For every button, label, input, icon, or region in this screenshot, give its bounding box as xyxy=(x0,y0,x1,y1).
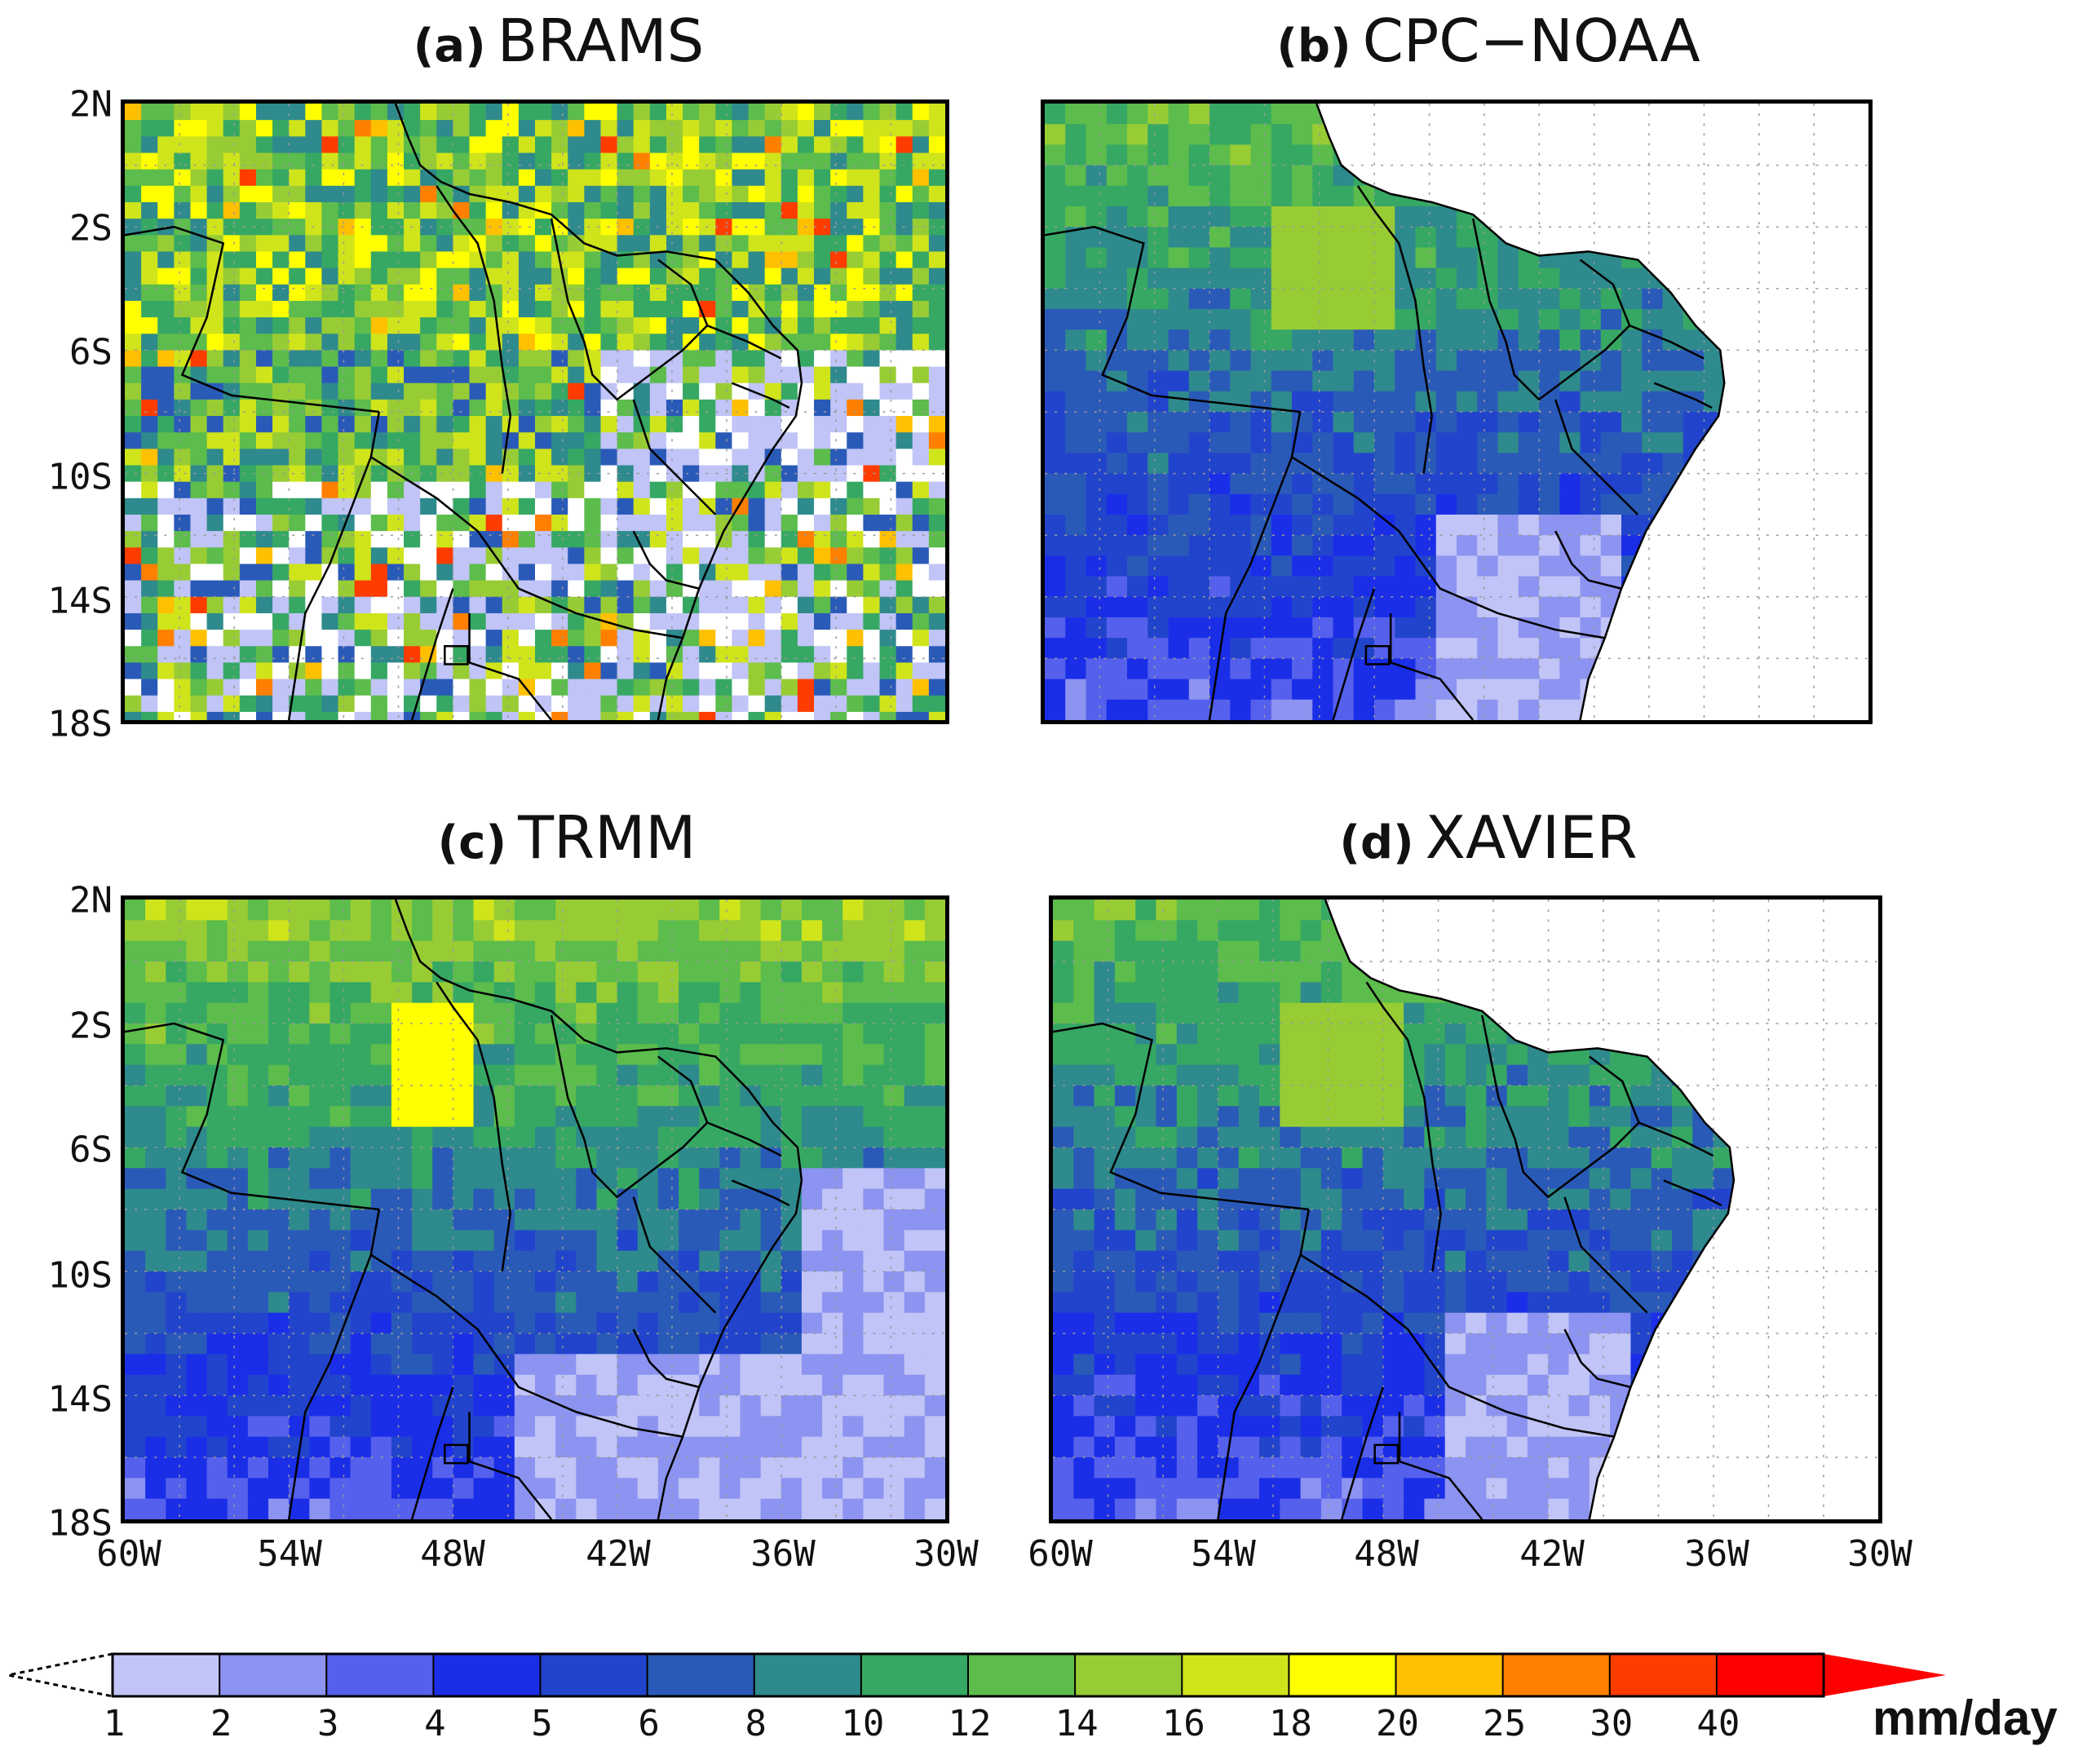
panel-a-name: BRAMS xyxy=(497,7,705,75)
map-panel-c xyxy=(121,895,949,1523)
colorbar-cell xyxy=(539,1653,649,1697)
precip-field xyxy=(125,900,945,1519)
colorbar-cell xyxy=(1288,1653,1397,1697)
panel-a-label: (a) xyxy=(413,20,486,73)
colorbar-tick-label: 1 xyxy=(103,1703,126,1744)
map-panel-d xyxy=(1049,895,1882,1523)
colorbar-tick-label: 14 xyxy=(1055,1703,1099,1744)
country-borders xyxy=(125,104,803,720)
ytick-bottom-14s: 14S xyxy=(47,1378,113,1421)
ytick-bottom-6s: 6S xyxy=(69,1129,113,1171)
map-panel-a xyxy=(121,99,949,724)
colorbar-cell xyxy=(1181,1653,1290,1697)
ytick-top-18s: 18S xyxy=(47,703,113,745)
colorbar-units: mm/day xyxy=(1873,1691,2058,1745)
xtick-c-54w: 54W xyxy=(257,1533,322,1575)
panel-c-label: (c) xyxy=(437,816,507,869)
grid-lines xyxy=(125,900,945,1519)
colorbar-tick-label: 8 xyxy=(745,1703,767,1744)
ytick-bottom-2n: 2N xyxy=(69,879,113,922)
panel-b-name: CPC−NOAA xyxy=(1362,7,1700,75)
grid-lines xyxy=(1045,104,1868,720)
map-svg-a xyxy=(125,104,945,720)
colorbar-cell xyxy=(325,1653,435,1697)
ytick-top-2n: 2N xyxy=(69,83,113,126)
map-panel-b xyxy=(1041,99,1873,724)
colorbar-cell xyxy=(432,1653,542,1697)
xtick-d-54w: 54W xyxy=(1191,1533,1256,1575)
xtick-c-60w: 60W xyxy=(96,1533,161,1575)
xtick-d-36w: 36W xyxy=(1684,1533,1749,1575)
grid-lines xyxy=(1053,900,1878,1519)
panel-c-title: (c) TRMM xyxy=(438,803,696,872)
colorbar-tick-label: 5 xyxy=(531,1703,553,1744)
colorbar-tick-label: 4 xyxy=(424,1703,446,1744)
ytick-bottom-10s: 10S xyxy=(47,1254,113,1297)
precip-field xyxy=(1053,900,1734,1519)
ytick-top-6s: 6S xyxy=(69,331,113,374)
colorbar-cell xyxy=(1395,1653,1505,1697)
colorbar-cell xyxy=(219,1653,328,1697)
colorbar-tick-label: 18 xyxy=(1268,1703,1312,1744)
map-svg-b xyxy=(1045,104,1868,720)
colorbar-tick-label: 16 xyxy=(1161,1703,1205,1744)
colorbar-tick-label: 12 xyxy=(948,1703,992,1744)
colorbar-cell xyxy=(1608,1653,1718,1697)
xtick-d-60w: 60W xyxy=(1028,1533,1093,1575)
ytick-top-2s: 2S xyxy=(69,207,113,250)
xtick-d-30w: 30W xyxy=(1847,1533,1912,1575)
country-borders xyxy=(1045,104,1726,720)
colorbar-cell xyxy=(646,1653,756,1697)
panel-d-name: XAVIER xyxy=(1425,803,1638,872)
colorbar-cells xyxy=(112,1653,1825,1697)
country-borders xyxy=(125,900,803,1519)
ytick-top-14s: 14S xyxy=(47,580,113,622)
colorbar-tick-label: 6 xyxy=(638,1703,660,1744)
ytick-bottom-2s: 2S xyxy=(69,1005,113,1047)
panel-b-label: (b) xyxy=(1276,20,1351,73)
colorbar-tick-label: 10 xyxy=(841,1703,885,1744)
country-borders xyxy=(1053,900,1736,1519)
map-svg-c xyxy=(125,900,945,1519)
colorbar-cell xyxy=(112,1653,221,1697)
precip-field xyxy=(1045,104,1725,720)
colorbar-cell xyxy=(967,1653,1077,1697)
panel-d-title: (d) XAVIER xyxy=(1339,803,1637,872)
ytick-bottom-18s: 18S xyxy=(47,1502,113,1545)
colorbar-cell xyxy=(753,1653,863,1697)
colorbar-tick-label: 25 xyxy=(1483,1703,1527,1744)
colorbar-tick-label: 2 xyxy=(210,1703,232,1744)
xtick-c-30w: 30W xyxy=(913,1533,979,1575)
panel-c-name: TRMM xyxy=(518,803,696,872)
grid-lines xyxy=(125,104,945,720)
colorbar-right-arrow xyxy=(1824,1654,1946,1696)
panel-b-title: (b) CPC−NOAA xyxy=(1276,7,1700,75)
colorbar-cell xyxy=(1074,1653,1183,1697)
colorbar-tick-label: 30 xyxy=(1590,1703,1634,1744)
xtick-c-36w: 36W xyxy=(750,1533,816,1575)
ytick-top-10s: 10S xyxy=(47,456,113,498)
colorbar-left-open-triangle xyxy=(7,1652,113,1698)
precip-field xyxy=(125,104,945,720)
colorbar-cell xyxy=(860,1653,970,1697)
colorbar-tick-label: 20 xyxy=(1376,1703,1419,1744)
colorbar xyxy=(7,1652,1946,1698)
colorbar-cell xyxy=(1501,1653,1612,1697)
colorbar-tick-label: 40 xyxy=(1696,1703,1740,1744)
xtick-c-48w: 48W xyxy=(420,1533,485,1575)
colorbar-tick-label: 3 xyxy=(317,1703,339,1744)
colorbar-frame xyxy=(111,1652,1825,1698)
map-svg-d xyxy=(1053,900,1878,1519)
xtick-d-48w: 48W xyxy=(1354,1533,1419,1575)
panel-a-title: (a) BRAMS xyxy=(413,7,705,75)
xtick-c-42w: 42W xyxy=(586,1533,651,1575)
xtick-d-42w: 42W xyxy=(1519,1533,1585,1575)
colorbar-cell xyxy=(1715,1653,1825,1697)
panel-d-label: (d) xyxy=(1339,816,1414,869)
